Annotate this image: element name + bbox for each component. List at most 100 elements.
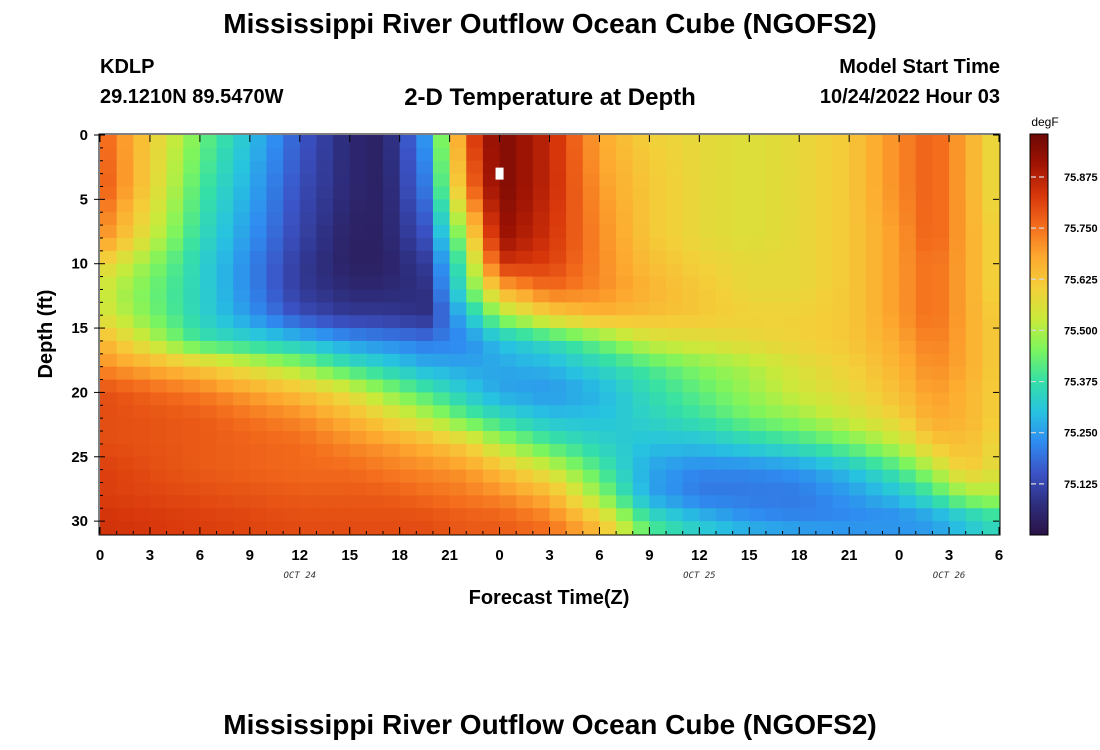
heatmap-cell	[599, 443, 617, 458]
heatmap-cell	[249, 315, 268, 329]
heatmap-cell	[116, 212, 134, 226]
heatmap-cell	[849, 418, 867, 432]
heatmap-cell	[882, 289, 900, 303]
heatmap-cell	[482, 431, 501, 445]
heatmap-cell	[649, 237, 667, 252]
heatmap-cell	[283, 508, 301, 522]
heatmap-cell	[899, 495, 917, 509]
x-tick-label: 12	[691, 547, 708, 564]
heatmap-cell	[782, 405, 800, 419]
heatmap-cell	[616, 482, 634, 496]
heatmap-cell	[283, 443, 301, 458]
heatmap-cell	[482, 379, 501, 394]
main-title: Mississippi River Outflow Ocean Cube (NG…	[223, 8, 877, 39]
heatmap-cell	[383, 469, 401, 484]
heatmap-cell	[333, 173, 351, 188]
heatmap-cell	[599, 173, 617, 188]
heatmap-cell	[366, 173, 384, 188]
heatmap-cell	[932, 289, 950, 303]
heatmap-cell	[349, 443, 367, 458]
heatmap-cell	[116, 276, 134, 291]
heatmap-cell	[782, 212, 800, 226]
heatmap-cell	[383, 147, 401, 162]
heatmap-cell	[116, 353, 134, 368]
heatmap-cell	[566, 443, 584, 458]
x-tick-label: 6	[995, 547, 1003, 564]
heatmap-cell	[499, 431, 517, 445]
heatmap-cell	[316, 212, 334, 226]
heatmap-cell	[899, 353, 917, 368]
heatmap-cell	[383, 379, 401, 394]
heatmap-cell	[432, 340, 451, 355]
heatmap-cell	[216, 212, 234, 226]
heatmap-cell	[166, 379, 184, 394]
heatmap-cell	[133, 366, 151, 381]
heatmap-cell	[383, 263, 401, 278]
heatmap-cell	[316, 366, 334, 381]
heatmap-cell	[383, 173, 401, 188]
heatmap-cell	[516, 212, 534, 226]
heatmap-cell	[582, 135, 601, 149]
heatmap-cell	[749, 469, 767, 484]
heatmap-cell	[682, 456, 700, 471]
heatmap-cell	[416, 443, 434, 458]
heatmap-cell	[133, 135, 151, 149]
heatmap-cell	[782, 263, 800, 278]
heatmap-cell	[982, 508, 1000, 522]
heatmap-cell	[949, 250, 967, 265]
heatmap-cell	[832, 508, 850, 522]
heatmap-cell	[249, 212, 268, 226]
heatmap-cell	[599, 469, 617, 484]
heatmap-cell	[949, 289, 967, 303]
heatmap-cell	[682, 443, 700, 458]
heatmap-cell	[233, 443, 251, 458]
heatmap-cell	[283, 366, 301, 381]
heatmap-cell	[566, 340, 584, 355]
heatmap-cell	[566, 482, 584, 496]
heatmap-cell	[149, 443, 168, 458]
heatmap-cell	[832, 340, 850, 355]
y-tick-label: 25	[71, 449, 88, 466]
x-tick-label: 18	[391, 547, 408, 564]
heatmap-cell	[299, 135, 318, 149]
heatmap-cell	[316, 173, 334, 188]
heatmap-cell	[549, 160, 567, 175]
heatmap-cell	[432, 405, 451, 419]
heatmap-cell	[333, 212, 351, 226]
heatmap-cell	[649, 186, 667, 200]
heatmap-cell	[299, 431, 318, 445]
heatmap-cell	[432, 276, 451, 291]
heatmap-cell	[832, 482, 850, 496]
heatmap-cell	[100, 135, 118, 149]
heatmap-cell	[915, 302, 934, 316]
heatmap-cell	[482, 276, 501, 291]
heatmap-cell	[399, 135, 417, 149]
heatmap-cell	[416, 392, 434, 406]
heatmap-cell	[216, 379, 234, 394]
heatmap-cell	[715, 443, 734, 458]
heatmap-cell	[249, 418, 268, 432]
heatmap-cell	[899, 469, 917, 484]
heatmap-cell	[882, 469, 900, 484]
heatmap-cell	[532, 456, 551, 471]
heatmap-cell	[383, 431, 401, 445]
heatmap-cell	[599, 135, 617, 149]
heatmap-cell	[549, 366, 567, 381]
heatmap-cell	[865, 263, 884, 278]
heatmap-cell	[166, 289, 184, 303]
heatmap-cell	[732, 276, 750, 291]
heatmap-cell	[932, 147, 950, 162]
heatmap-cell	[183, 250, 201, 265]
heatmap-cell	[216, 521, 234, 535]
heatmap-cell	[299, 456, 318, 471]
heatmap-cell	[549, 456, 567, 471]
heatmap-cell	[799, 469, 817, 484]
heatmap-cell	[449, 328, 467, 342]
heatmap-cell	[183, 160, 201, 175]
heatmap-cell	[765, 495, 784, 509]
heatmap-cell	[616, 495, 634, 509]
heatmap-cell	[183, 495, 201, 509]
heatmap-cell	[632, 135, 650, 149]
heatmap-cell	[100, 469, 118, 484]
heatmap-cell	[932, 521, 950, 535]
